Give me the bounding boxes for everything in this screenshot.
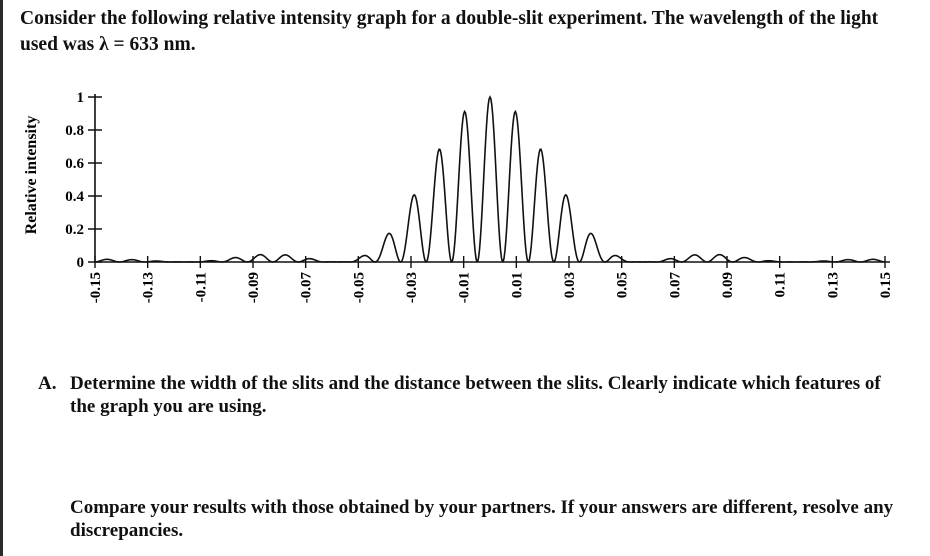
y-tick-label: 1 — [77, 90, 85, 106]
x-tick-label: -0.11 — [193, 272, 209, 302]
x-ticks: -0.15 -0.13 -0.11 -0.09 -0.07 -0.05 -0.03 -0.01… — [88, 256, 894, 303]
x-tick-label: 0.01 — [509, 272, 525, 298]
question-a-label: A. — [38, 373, 57, 394]
x-tick-label: 0.07 — [667, 272, 683, 299]
x-tick-label: 0.09 — [720, 272, 736, 298]
y-ticks: 0 0.2 0.4 0.6 0.8 1 — [65, 90, 102, 271]
x-tick-label: -0.07 — [299, 272, 315, 304]
x-tick-label: -0.13 — [141, 272, 157, 303]
y-tick-label: 0 — [77, 255, 85, 271]
x-tick-label: 0.13 — [825, 272, 841, 298]
x-tick-label: 0.11 — [773, 272, 789, 297]
x-tick-label: -0.09 — [246, 272, 262, 303]
x-tick-label: -0.15 — [88, 272, 104, 303]
x-tick-label: -0.05 — [351, 272, 367, 303]
question-a: A. Determine the width of the slits and t… — [38, 372, 898, 418]
x-tick-label: 0.05 — [615, 272, 631, 298]
question-b-text: Compare your results with those obtained… — [70, 497, 894, 541]
problem-intro: Consider the following relative intensit… — [20, 8, 879, 55]
y-axis-label: Relative intensity — [23, 116, 40, 235]
x-tick-label: 0.03 — [562, 272, 578, 298]
y-tick-label: 0.6 — [65, 156, 84, 172]
question-a-text: Determine the width of the slits and the… — [70, 373, 881, 417]
x-tick-label: -0.03 — [404, 272, 420, 303]
x-tick-label: 0.15 — [878, 272, 894, 298]
y-tick-label: 0.4 — [65, 189, 84, 205]
x-tick-label: -0.01 — [457, 272, 473, 303]
y-tick-label: 0.2 — [65, 222, 84, 238]
page-edge — [0, 0, 3, 556]
y-tick-label: 0.8 — [65, 123, 84, 139]
intensity-curve — [94, 95, 886, 264]
intensity-chart: Relative intensity 00.20.40.60.81 -0.15-… — [23, 90, 894, 303]
